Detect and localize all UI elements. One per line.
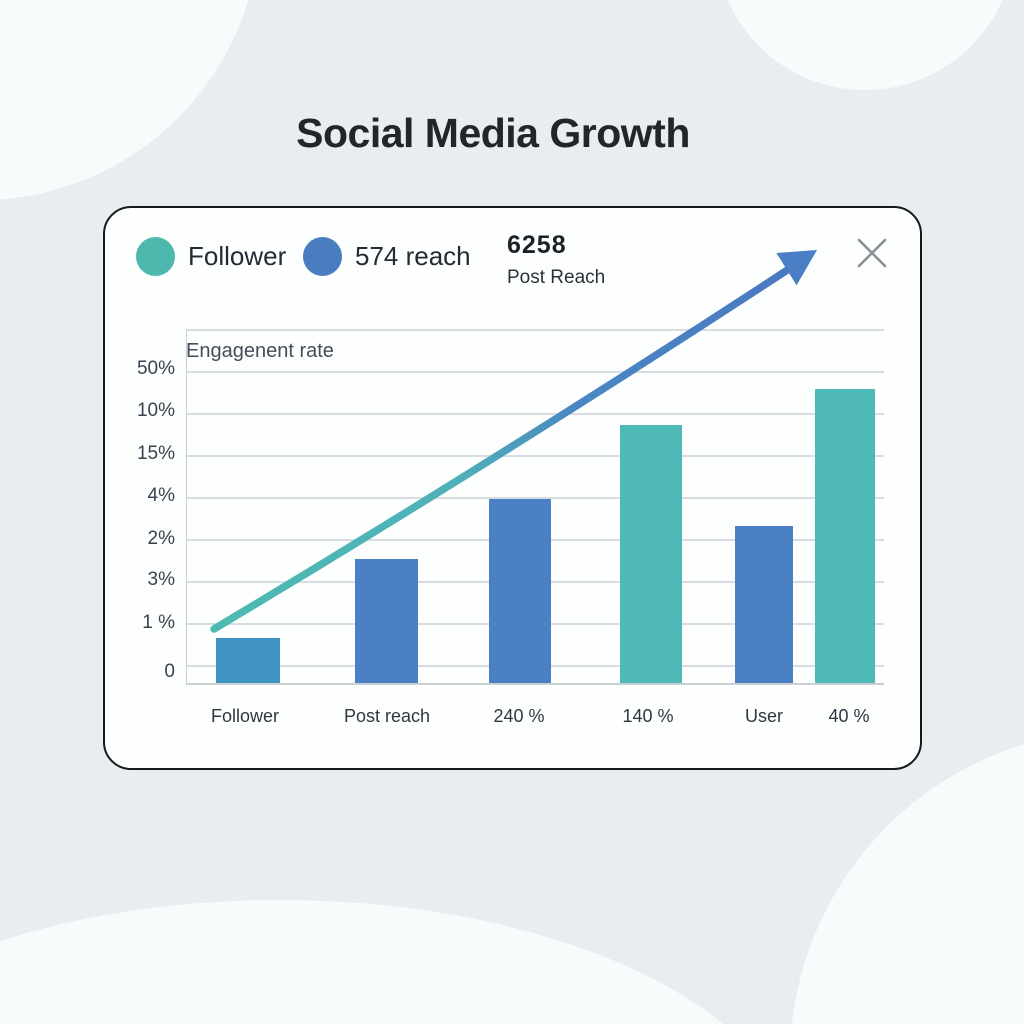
close-icon [857, 238, 887, 268]
y-tick-label: 0 [164, 661, 175, 682]
bar-140- [620, 425, 682, 683]
x-tick-label: Post reach [343, 706, 431, 726]
gridline [187, 371, 884, 373]
x-tick-label: Follower [210, 706, 280, 726]
stat-value: 6258 [507, 231, 567, 259]
gridline [187, 413, 884, 415]
x-tick-label: 240 % [493, 706, 545, 726]
bar-user [735, 526, 793, 683]
bar-40- [815, 389, 875, 683]
y-tick-label: 15% [136, 443, 175, 464]
x-tick-label: 40 % [828, 706, 870, 726]
gridline [187, 329, 884, 331]
bar-post-reach [355, 559, 418, 683]
y-tick-label: 50% [136, 358, 175, 379]
y-tick-label: 1 % [142, 612, 175, 633]
close-button[interactable] [853, 234, 891, 272]
legend-dot-teal-icon [136, 236, 175, 276]
legend-item-reach: 574 reach [303, 234, 471, 278]
decorative-blob-bottom-left [0, 900, 800, 1024]
legend-dot-blue-icon [303, 236, 342, 276]
decorative-blob-top-left [0, 0, 260, 200]
post-reach-stat: 6258 Post Reach [507, 231, 605, 289]
chart-card: Follower 574 reach 6258 Post Reach Engag… [103, 206, 922, 770]
decorative-blob-bottom-right [790, 730, 1024, 1024]
trend-arrowhead-icon [776, 250, 817, 286]
legend-label-reach: 574 reach [355, 240, 471, 271]
stat-label: Post Reach [507, 267, 606, 288]
y-tick-label: 4% [147, 485, 175, 506]
bar-follower [216, 638, 280, 683]
x-tick-label: User [744, 706, 783, 726]
decorative-blob-top-right [715, 0, 1015, 90]
y-tick-label: 10% [136, 400, 175, 421]
legend-item-follower: Follower [136, 234, 286, 278]
y-tick-label: 2% [147, 528, 175, 549]
plot-area [186, 329, 884, 685]
legend-label-follower: Follower [188, 240, 287, 271]
x-tick-label: 140 % [622, 706, 674, 726]
bar-240- [489, 499, 551, 683]
y-tick-label: 3% [147, 569, 175, 590]
gridline [187, 455, 884, 457]
page-title: Social Media Growth [296, 110, 690, 156]
